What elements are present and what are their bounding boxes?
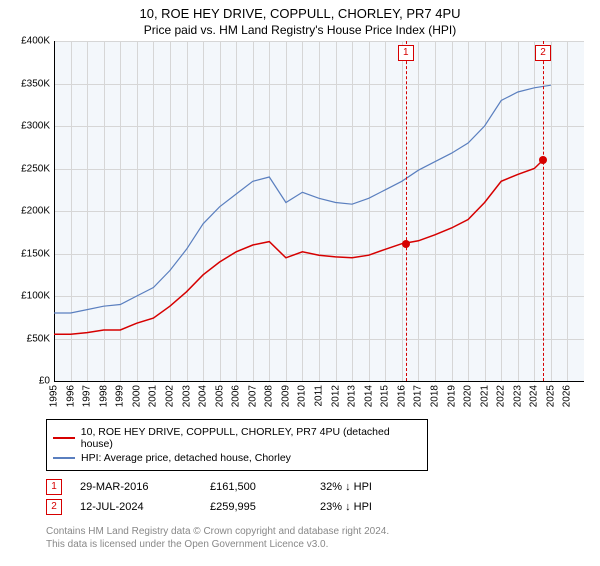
legend-label: 10, ROE HEY DRIVE, COPPULL, CHORLEY, PR7… — [81, 426, 421, 450]
x-tick-label: 2024 — [529, 385, 540, 407]
chart-title: 10, ROE HEY DRIVE, COPPULL, CHORLEY, PR7… — [0, 6, 600, 21]
x-tick-label: 2002 — [164, 385, 175, 407]
series-line-hpi — [54, 85, 551, 313]
y-tick-label: £50K — [6, 333, 50, 344]
x-tick-label: 2023 — [512, 385, 523, 407]
plot-area: 12 — [54, 41, 584, 381]
gridline-h — [54, 381, 584, 382]
x-tick-label: 2012 — [330, 385, 341, 407]
x-tick-label: 2006 — [231, 385, 242, 407]
x-tick-label: 1996 — [65, 385, 76, 407]
y-tick-label: £300K — [6, 121, 50, 132]
x-tick-label: 2019 — [446, 385, 457, 407]
annotation-date: 29-MAR-2016 — [80, 481, 210, 493]
x-tick-label: 2015 — [380, 385, 391, 407]
x-tick-label: 2004 — [198, 385, 209, 407]
x-tick-label: 2025 — [545, 385, 556, 407]
x-tick-label: 1995 — [49, 385, 60, 407]
annotation-row: 2 12-JUL-2024£259,99523% ↓ HPI — [46, 499, 600, 515]
x-tick-label: 2026 — [562, 385, 573, 407]
x-tick-label: 2008 — [264, 385, 275, 407]
legend-item: 10, ROE HEY DRIVE, COPPULL, CHORLEY, PR7… — [53, 426, 421, 450]
legend-swatch — [53, 437, 75, 439]
x-tick-label: 2003 — [181, 385, 192, 407]
reference-badge-2: 2 — [535, 45, 551, 61]
footer-line-2: This data is licensed under the Open Gov… — [46, 538, 600, 551]
x-tick-label: 2022 — [496, 385, 507, 407]
footer-line-1: Contains HM Land Registry data © Crown c… — [46, 525, 600, 538]
y-tick-label: £350K — [6, 78, 50, 89]
x-tick-label: 2010 — [297, 385, 308, 407]
reference-line-2 — [543, 41, 544, 381]
x-tick-label: 2009 — [280, 385, 291, 407]
x-tick-label: 2014 — [363, 385, 374, 407]
x-tick-label: 2016 — [396, 385, 407, 407]
y-tick-label: £100K — [6, 291, 50, 302]
annotation-price: £161,500 — [210, 481, 320, 493]
reference-line-1 — [406, 41, 407, 381]
x-tick-label: 2021 — [479, 385, 490, 407]
reference-dot-2 — [539, 156, 547, 164]
legend: 10, ROE HEY DRIVE, COPPULL, CHORLEY, PR7… — [46, 419, 428, 471]
annotation-row: 1 29-MAR-2016£161,50032% ↓ HPI — [46, 479, 600, 495]
y-tick-label: £200K — [6, 206, 50, 217]
y-tick-label: £400K — [6, 36, 50, 47]
x-tick-label: 2020 — [463, 385, 474, 407]
annotation-pct: 23% ↓ HPI — [320, 501, 420, 513]
footer: Contains HM Land Registry data © Crown c… — [46, 525, 600, 551]
chart-series — [54, 41, 584, 381]
chart-container: £0£50K£100K£150K£200K£250K£300K£350K£400… — [10, 41, 590, 411]
annotation-date: 12-JUL-2024 — [80, 501, 210, 513]
y-tick-label: £250K — [6, 163, 50, 174]
legend-label: HPI: Average price, detached house, Chor… — [81, 452, 291, 464]
x-tick-label: 2017 — [413, 385, 424, 407]
legend-swatch — [53, 457, 75, 459]
x-tick-label: 1999 — [115, 385, 126, 407]
annotation-pct: 32% ↓ HPI — [320, 481, 420, 493]
annotation-table: 1 29-MAR-2016£161,50032% ↓ HPI 2 12-JUL-202… — [46, 479, 600, 515]
legend-item: HPI: Average price, detached house, Chor… — [53, 452, 421, 464]
series-line-property — [54, 160, 543, 334]
annotation-price: £259,995 — [210, 501, 320, 513]
x-tick-label: 2013 — [347, 385, 358, 407]
y-tick-label: £0 — [6, 376, 50, 387]
x-tick-label: 1998 — [98, 385, 109, 407]
y-tick-label: £150K — [6, 248, 50, 259]
reference-badge-1: 1 — [398, 45, 414, 61]
x-tick-label: 2000 — [131, 385, 142, 407]
annotation-badge: 1 — [46, 479, 62, 495]
x-tick-label: 2005 — [214, 385, 225, 407]
chart-subtitle: Price paid vs. HM Land Registry's House … — [0, 23, 600, 37]
x-tick-label: 2007 — [247, 385, 258, 407]
x-tick-label: 2018 — [429, 385, 440, 407]
reference-dot-1 — [402, 240, 410, 248]
x-tick-label: 2011 — [314, 385, 325, 407]
x-tick-label: 2001 — [148, 385, 159, 407]
annotation-badge: 2 — [46, 499, 62, 515]
x-tick-label: 1997 — [82, 385, 93, 407]
